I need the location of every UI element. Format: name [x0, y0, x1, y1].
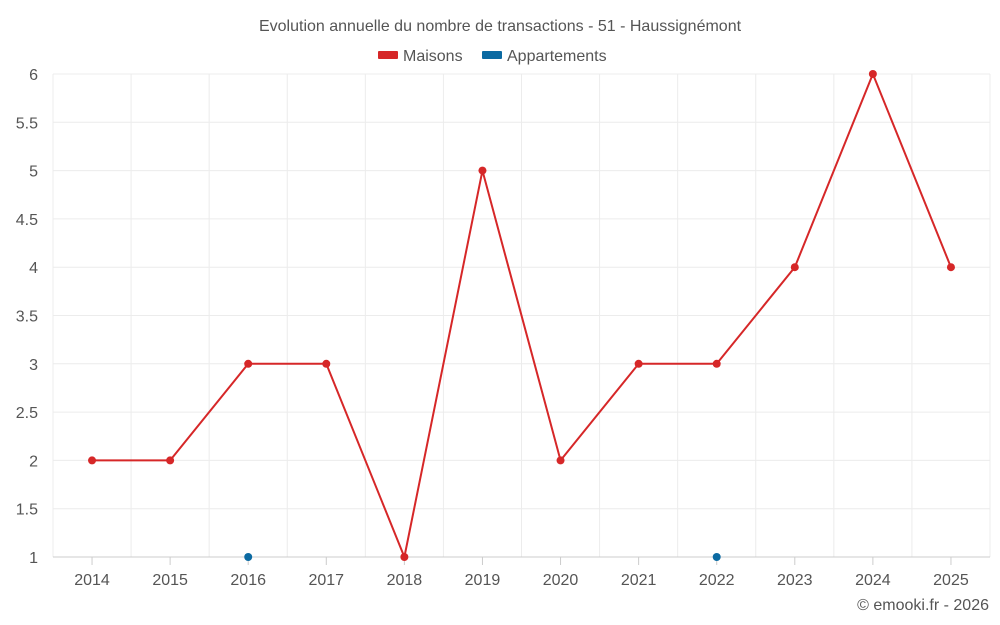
data-point[interactable]: [166, 456, 175, 465]
series-maisons: [88, 70, 955, 561]
legend-item-appartements[interactable]: Appartements: [482, 48, 607, 65]
y-tick-label: 5.5: [16, 115, 38, 132]
x-tick-label: 2014: [74, 572, 110, 589]
series: [88, 70, 955, 561]
y-tick-label: 4.5: [16, 212, 38, 229]
chart-title: Evolution annuelle du nombre de transact…: [259, 18, 742, 35]
y-tick-label: 1.5: [16, 502, 38, 519]
data-point[interactable]: [556, 456, 565, 465]
x-tick-label: 2022: [699, 572, 735, 589]
series-line: [92, 73, 952, 558]
data-point[interactable]: [244, 359, 253, 368]
x-tick-label: 2016: [230, 572, 266, 589]
x-tick-label: 2021: [621, 572, 657, 589]
data-point[interactable]: [712, 553, 721, 561]
y-tick-label: 3: [29, 357, 38, 374]
legend: Maisons Appartements: [378, 48, 607, 65]
y-axis-ticks: 1 1.5 2 2.5 3 3.5 4 4.5 5 5.5 6: [16, 67, 38, 567]
data-point[interactable]: [400, 553, 409, 561]
x-tick-label: 2017: [308, 572, 344, 589]
legend-label-maisons: Maisons: [403, 48, 463, 65]
y-tick-label: 2.5: [16, 405, 38, 422]
y-tick-label: 2: [29, 453, 38, 470]
data-point[interactable]: [244, 553, 253, 561]
x-axis-ticks: 2014 2015 2016 2017 2018 2019 2020 2021 2022 2023…: [74, 557, 969, 589]
x-tick-label: 2019: [465, 572, 501, 589]
data-point[interactable]: [790, 263, 799, 272]
y-tick-label: 3.5: [16, 309, 38, 326]
data-point[interactable]: [478, 166, 487, 175]
y-tick-label: 6: [29, 67, 38, 84]
data-point[interactable]: [634, 359, 643, 368]
data-point[interactable]: [946, 263, 955, 272]
data-point[interactable]: [712, 359, 721, 368]
data-point[interactable]: [88, 456, 97, 465]
x-tick-label: 2020: [543, 572, 579, 589]
credit-text: © emooki.fr - 2026: [857, 597, 989, 614]
x-tick-label: 2015: [152, 572, 188, 589]
legend-swatch-appartements: [482, 51, 502, 59]
x-tick-label: 2025: [933, 572, 969, 589]
series-appartements: [244, 553, 721, 561]
y-tick-label: 5: [29, 164, 38, 181]
x-tick-label: 2024: [855, 572, 891, 589]
data-point[interactable]: [322, 359, 331, 368]
y-tick-label: 4: [29, 260, 38, 277]
data-point[interactable]: [868, 70, 877, 78]
y-tick-label: 1: [29, 550, 38, 567]
legend-item-maisons[interactable]: Maisons: [378, 48, 463, 65]
x-tick-label: 2023: [777, 572, 813, 589]
legend-swatch-maisons: [378, 51, 398, 59]
x-tick-label: 2018: [387, 572, 423, 589]
legend-label-appartements: Appartements: [507, 48, 607, 65]
